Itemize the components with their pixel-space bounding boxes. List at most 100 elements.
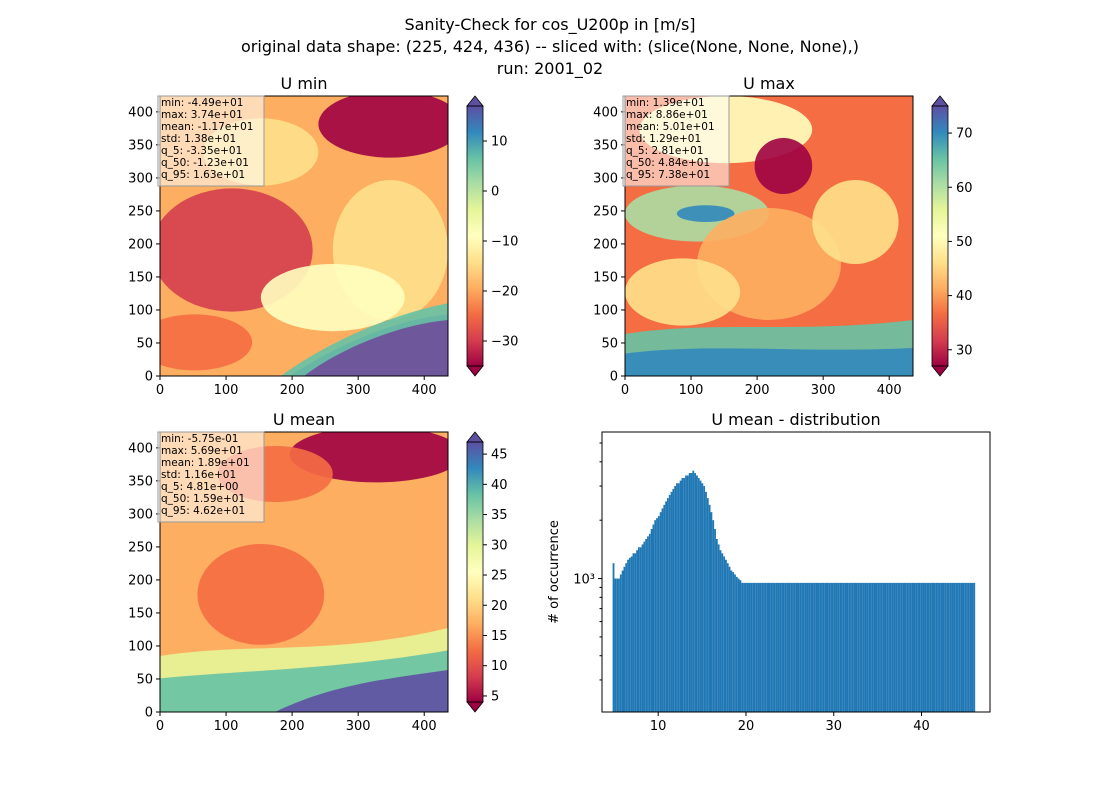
colorbar-tick-label: 10 <box>491 135 508 150</box>
histogram-bar <box>953 582 956 712</box>
histogram-bar <box>806 582 809 712</box>
colorbar-tick-label: 0 <box>491 185 499 200</box>
histogram-bar <box>625 563 628 712</box>
histogram-bar <box>696 475 698 712</box>
histogram-bar <box>645 538 648 712</box>
histogram-bar <box>891 582 894 712</box>
stats-line: q_50: -1.23e+01 <box>161 157 249 169</box>
y-tick-label: 10³ <box>573 573 595 588</box>
x-tick-label: 0 <box>156 383 164 398</box>
histogram-bar <box>913 582 916 712</box>
stats-line: min: -5.75e-01 <box>161 433 238 445</box>
histogram-bar <box>705 491 707 712</box>
histogram-bar <box>636 550 638 712</box>
histogram-bar <box>928 582 930 712</box>
histogram-bar <box>779 582 782 712</box>
y-tick-label: 400 <box>593 105 618 120</box>
x-tick-label: 0 <box>621 383 629 398</box>
colorbar-tick-label: 20 <box>491 599 508 614</box>
histogram-bar <box>902 582 905 712</box>
histogram-bar <box>949 582 952 712</box>
histogram-bar <box>924 582 927 712</box>
histogram-bar <box>712 520 715 712</box>
histogram-bar <box>732 572 735 712</box>
stats-line: std: 1.29e+01 <box>626 133 701 145</box>
y-tick-label: 50 <box>136 672 153 687</box>
stats-line: mean: 5.01e+01 <box>626 121 715 133</box>
histogram-bar <box>830 582 832 712</box>
x-tick-label: 300 <box>346 383 371 398</box>
histogram-bar <box>958 582 961 712</box>
axes-frame <box>159 95 449 377</box>
histogram-bar <box>897 582 900 712</box>
histogram-bar <box>812 582 814 712</box>
stats-line: max: 5.69e+01 <box>161 445 243 457</box>
x-tick-label: 400 <box>412 719 437 734</box>
u-max-panel: U max 0 100 200 300 400 0 50 100 150 200 250 300 350 4… <box>593 74 972 398</box>
axes-frame <box>624 95 914 377</box>
histogram-bar <box>616 578 619 712</box>
stats-line: std: 1.16e+01 <box>161 469 236 481</box>
y-tick-label: 100 <box>593 303 618 318</box>
panel-title: U mean <box>273 410 335 429</box>
histogram-bar <box>723 556 726 712</box>
colorbar-tick-label: −20 <box>491 285 518 300</box>
x-tick-label: 300 <box>811 383 836 398</box>
histogram-bar <box>784 582 787 712</box>
histogram-bar <box>900 582 903 712</box>
colorbar-fill <box>932 106 948 366</box>
stats-line: q_95: 7.38e+01 <box>626 169 710 181</box>
histogram-bar <box>788 582 791 712</box>
histogram-bar <box>944 582 947 712</box>
colorbar-extend-max <box>466 431 484 443</box>
panel-title: U max <box>743 74 795 93</box>
x-tick-label: 300 <box>346 719 371 734</box>
x-tick-label: 20 <box>738 719 755 734</box>
field-region <box>812 180 899 264</box>
histogram-bar <box>721 553 724 712</box>
histogram-bar <box>875 582 878 712</box>
colorbar-extend-max <box>931 95 949 107</box>
histogram-bar <box>668 494 671 712</box>
histogram-bar <box>801 582 803 712</box>
y-tick-label: 0 <box>145 370 153 385</box>
y-tick-label: 400 <box>128 441 153 456</box>
stats-line: q_5: 2.81e+01 <box>626 145 703 157</box>
histogram-bar <box>750 582 753 712</box>
histogram-bar <box>866 582 869 712</box>
x-tick-label: 100 <box>214 383 239 398</box>
histogram-bar <box>899 582 901 712</box>
stats-line: q_50: 1.59e+01 <box>161 493 245 505</box>
colorbar-tick-label: 25 <box>491 569 508 584</box>
stats-line: mean: 1.89e+01 <box>161 457 250 469</box>
field-region <box>318 96 448 158</box>
y-tick-label: 300 <box>128 507 153 522</box>
x-tick-label: 200 <box>280 383 305 398</box>
histogram-bar <box>802 582 805 712</box>
y-tick-label: 100 <box>128 639 153 654</box>
histogram-bar <box>853 582 856 712</box>
x-tick-label: 0 <box>156 719 164 734</box>
panel-title: U min <box>281 74 328 93</box>
stats-line: q_5: 4.81e+00 <box>161 481 238 493</box>
histogram-bar <box>879 582 881 712</box>
field-region <box>289 314 448 376</box>
heatmap-field <box>160 432 448 712</box>
histogram-bar <box>804 582 807 712</box>
histogram-bar <box>799 582 802 712</box>
histogram-bar <box>728 566 731 712</box>
histogram-bar <box>911 582 914 712</box>
histogram-bar <box>697 478 700 712</box>
histogram-bar <box>947 582 950 712</box>
axes-frame <box>159 431 449 713</box>
stats-box <box>622 95 730 187</box>
histogram-bar <box>889 582 892 712</box>
histogram-bar <box>846 582 849 712</box>
histogram-bar <box>826 582 829 712</box>
histogram-bar <box>908 582 910 712</box>
y-tick-label: 50 <box>136 336 153 351</box>
histogram-bar <box>926 582 929 712</box>
histogram-bar <box>639 547 642 712</box>
histogram-bar <box>643 541 646 712</box>
